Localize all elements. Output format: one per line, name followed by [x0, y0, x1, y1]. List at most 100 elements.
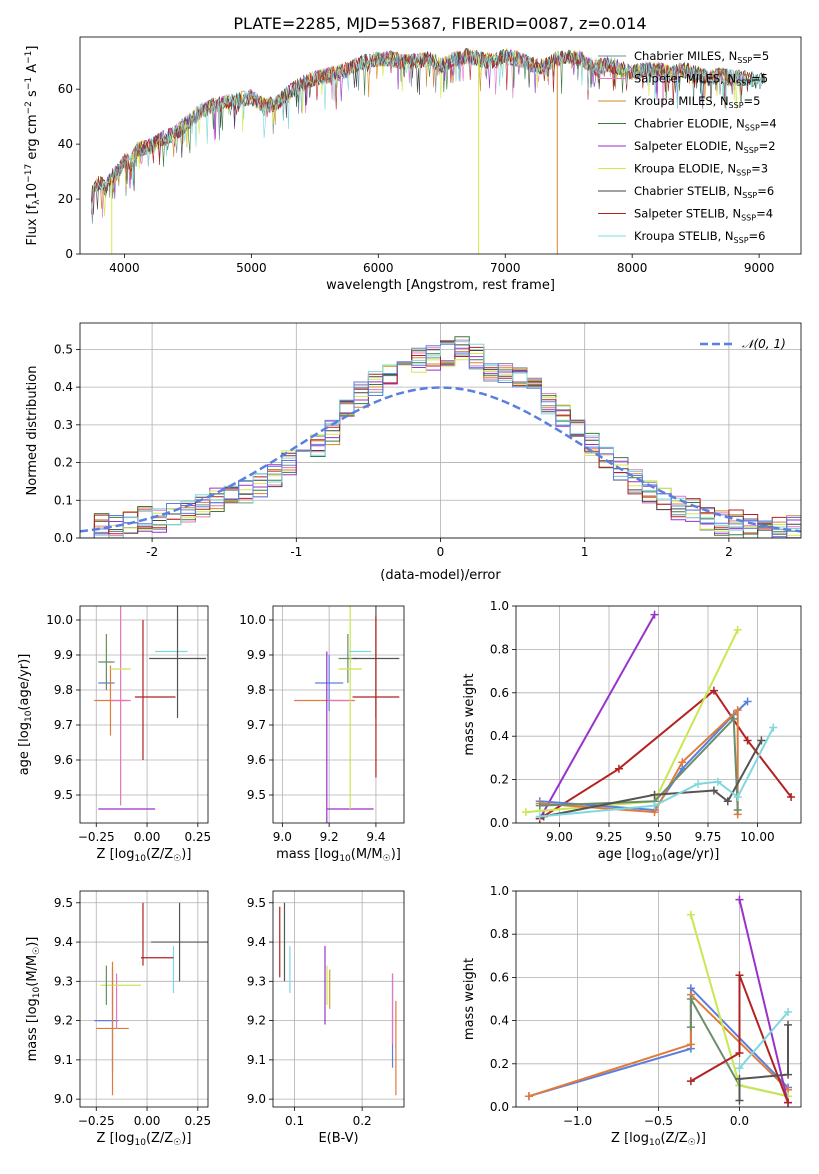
- y-axis-label-part: age [log: [17, 722, 32, 775]
- x-axis-label-part: Z [log: [97, 1131, 135, 1146]
- legend-sub: SSP: [734, 236, 749, 245]
- legend-text: Chabrier STELIB, N: [634, 184, 742, 198]
- y-tick-label: 0: [65, 247, 73, 261]
- y-axis-label-part: A: [25, 64, 40, 77]
- x-axis-label: Z [log10(Z/Z☉)]: [97, 1131, 192, 1148]
- y-tick-label: 20: [58, 192, 73, 206]
- y-axis-label-part: (age/yr)]: [17, 654, 32, 711]
- y-tick-label: 9.5: [247, 788, 266, 802]
- legend-value: =5: [752, 49, 769, 63]
- weight-point: [650, 610, 659, 619]
- x-tick-label: 0.0: [730, 1114, 749, 1128]
- y-tick-label: 0.2: [54, 456, 73, 470]
- y-tick-label: 9.7: [54, 718, 73, 732]
- x-tick-label: −0.25: [78, 830, 115, 844]
- y-axis-label: Normed distribution: [25, 366, 40, 496]
- weight-point: [735, 971, 744, 980]
- x-axis-label-part: (Z/Z: [146, 847, 173, 862]
- legend-text: Kroupa MILES, N: [634, 94, 729, 108]
- legend-sub: SSP: [736, 79, 751, 88]
- y-axis-label: mass [log10(M/M☉)]: [25, 937, 42, 1062]
- weight-point: [713, 777, 722, 786]
- weight-point: [686, 995, 695, 1003]
- y-tick-label: 0.1: [54, 493, 73, 507]
- y-tick-label: 9.5: [54, 788, 73, 802]
- x-axis-label-part: ☉: [173, 1138, 181, 1148]
- x-tick-label: 9.25: [596, 830, 623, 844]
- weight-series: [538, 614, 656, 820]
- x-tick-label: 1: [581, 545, 589, 559]
- x-tick-label: 9.75: [695, 830, 722, 844]
- x-tick-label: 0.2: [353, 1114, 372, 1128]
- x-axis-label: mass [log10(M/M☉)]: [276, 847, 401, 864]
- legend-label: Salpeter MILES, NSSP=5: [634, 72, 768, 88]
- x-tick-label: -2: [146, 545, 158, 559]
- weight-point: [614, 764, 623, 773]
- weight-point: [709, 786, 718, 795]
- axes-frame: [515, 890, 802, 1108]
- weight-point: [686, 1040, 695, 1049]
- x-axis-label-part: ☉: [383, 854, 391, 864]
- x-axis-label-part: (age/yr)]: [662, 847, 719, 862]
- weight-series: [738, 899, 789, 1103]
- x-axis-label-part: (Z/Z: [660, 1131, 687, 1146]
- legend-value: =4: [756, 207, 773, 221]
- axes-frame: [79, 322, 802, 539]
- weight-point: [735, 1096, 744, 1105]
- weight-point: [729, 714, 738, 723]
- x-axis-label: Z [log10(Z/Z☉)]: [97, 847, 192, 864]
- weight-point: [733, 805, 742, 814]
- x-axis-label-part: mass [log: [276, 847, 339, 862]
- legend-value: =5: [744, 94, 761, 108]
- y-tick-label: 9.0: [54, 1092, 73, 1106]
- y-axis-label-part: (M/M: [25, 955, 40, 987]
- y-tick-label: 9.8: [247, 683, 266, 697]
- x-axis-label-part: (Z/Z: [146, 1131, 173, 1146]
- legend-value: =6: [757, 184, 774, 198]
- x-tick-label: 7000: [490, 261, 521, 275]
- weight-point: [743, 736, 752, 745]
- legend-text: Kroupa ELODIE, N: [634, 162, 736, 176]
- y-axis-label-part: erg cm: [25, 114, 40, 163]
- weight-point: [535, 812, 544, 821]
- weight-series: [539, 727, 775, 818]
- weight-point: [686, 910, 695, 919]
- y-axis-label-part: mass [log: [25, 998, 40, 1061]
- legend-text: Salpeter ELODIE, N: [634, 139, 744, 153]
- x-tick-label: 2: [725, 545, 733, 559]
- y-axis-label: Flux [fλ10−17 erg cm−2 s−1 A−1]: [24, 46, 42, 246]
- x-tick-label: −0.5: [644, 1114, 673, 1128]
- legend-label: Salpeter ELODIE, NSSP=2: [634, 139, 776, 155]
- y-axis-label-part: 10: [32, 986, 42, 998]
- y-tick-label: 9.3: [247, 974, 266, 988]
- x-tick-label: 9.4: [366, 830, 385, 844]
- x-axis-label: Z [log10(Z/Z☉)]: [611, 1131, 706, 1148]
- legend-label: Chabrier STELIB, NSSP=6: [634, 184, 774, 200]
- y-tick-label: 9.6: [247, 753, 266, 767]
- panel-mass-vs-Z: −0.25 0.00 0.259.09.19.29.39.49.5Z [log10(…: [25, 890, 211, 1148]
- panel-age-vs-Z: −0.25 0.00 0.259.59.69.79.89.910.0Z [log10…: [17, 605, 211, 864]
- x-axis-label-part: age [log: [598, 847, 651, 862]
- axes-frame: [79, 890, 209, 1108]
- legend-value: =6: [749, 229, 766, 243]
- legend-value: =4: [760, 117, 777, 131]
- legend-label: Kroupa STELIB, NSSP=6: [634, 229, 765, 245]
- axes-frame: [272, 890, 405, 1108]
- panel-mass-vs-EBV: 0.1 0.2 9.0 9.1 9.2 9.3 9.4 9.5 E(B-V): [247, 890, 405, 1146]
- weight-point: [784, 1098, 793, 1107]
- x-tick-label: 8000: [617, 261, 648, 275]
- axes-frame: [79, 36, 802, 255]
- y-tick-label: 0.4: [490, 729, 509, 743]
- weight-point: [733, 792, 742, 801]
- legend-sub: SSP: [736, 169, 751, 178]
- x-tick-label: 0.1: [285, 1114, 304, 1128]
- weight-point: [769, 723, 778, 732]
- x-axis-label-part: 10: [649, 1138, 661, 1148]
- y-axis-label-part: )]: [25, 937, 40, 947]
- x-tick-label: 5000: [236, 261, 267, 275]
- weight-point: [650, 790, 659, 799]
- y-tick-label: 9.9: [54, 648, 73, 662]
- legend-value: =3: [751, 162, 768, 176]
